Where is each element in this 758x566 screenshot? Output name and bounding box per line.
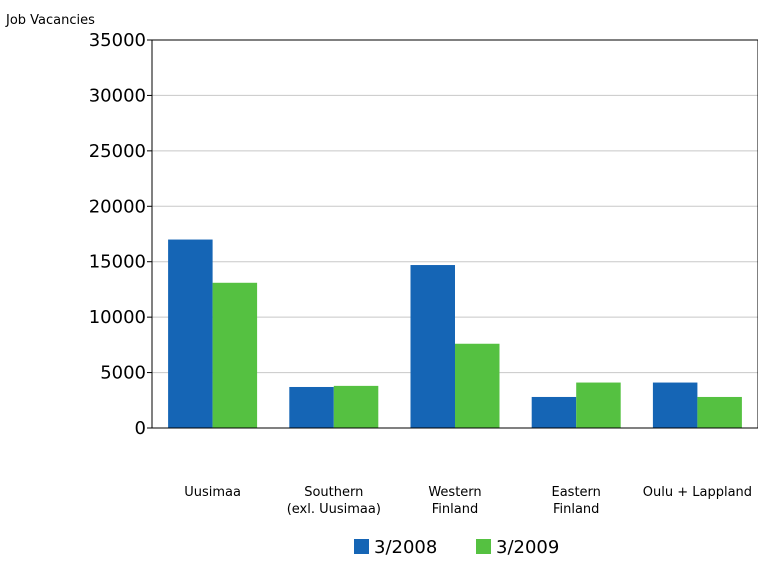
plot-frame — [151, 39, 758, 429]
x-axis-ticks: Uusimaa Southern (exl. Uusimaa) Western Finl… — [184, 485, 752, 517]
y-tick-label: 30000 — [89, 85, 146, 106]
legend-label: 3/2008 — [374, 537, 437, 558]
x-tick-label: Oulu + Lappland — [643, 485, 752, 500]
legend-swatch — [354, 539, 369, 554]
y-axis-label: Job Vacancies — [5, 13, 95, 28]
bars — [168, 239, 742, 428]
bar-3-2009 — [576, 382, 621, 428]
legend: 3/2008 3/2009 — [354, 537, 559, 558]
bar-3-2008 — [168, 239, 213, 428]
bar-3-2009 — [333, 385, 379, 428]
y-tick-label: 10000 — [89, 307, 146, 328]
legend-swatch — [476, 539, 491, 554]
x-tick-label: Western Finland — [428, 485, 481, 517]
bar-3-2008 — [652, 382, 698, 428]
bar-3-2009 — [455, 343, 500, 428]
bar-3-2008 — [289, 386, 334, 428]
y-tick-label: 20000 — [89, 196, 146, 217]
y-axis-ticks: 0 5000 10000 15000 20000 25000 30000 35000 — [89, 30, 152, 439]
y-tick-label: 15000 — [89, 252, 146, 273]
bar-3-2008 — [531, 396, 577, 428]
y-tick-label: 35000 — [89, 30, 146, 51]
y-tick-label: 0 — [135, 418, 146, 439]
bar-3-2009 — [697, 396, 742, 428]
bar-3-2008 — [410, 265, 455, 428]
bar-3-2009 — [212, 282, 258, 428]
x-tick-label: Eastern Finland — [551, 485, 600, 517]
y-tick-label: 25000 — [89, 141, 146, 162]
y-tick-label: 5000 — [100, 363, 146, 384]
legend-label: 3/2009 — [496, 537, 559, 558]
x-tick-label: Southern (exl. Uusimaa) — [287, 485, 381, 517]
x-tick-label: Uusimaa — [184, 485, 241, 500]
